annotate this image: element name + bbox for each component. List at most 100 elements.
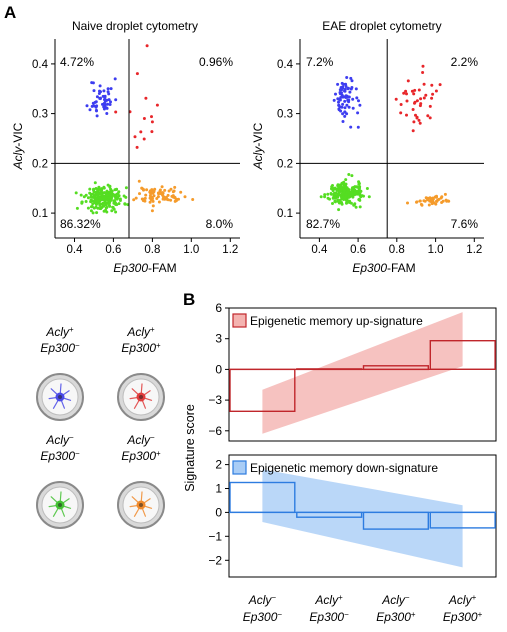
eae-point <box>431 200 434 204</box>
eae-point <box>339 96 343 99</box>
naive-point <box>84 200 88 203</box>
naive-point <box>106 183 110 187</box>
naive-x-tick-label: 0.8 <box>144 244 160 256</box>
naive-point <box>114 210 118 214</box>
eae-point <box>428 104 432 108</box>
category-ep300-label: Ep300− <box>243 610 283 625</box>
eae-scatter-plot: EAE droplet cytometry 0.4 0.6 0.8 1.0 1.2 0.1… <box>251 19 484 275</box>
eae-pct-bottom-left: 82.7% <box>306 217 340 231</box>
naive-point <box>114 188 118 191</box>
naive-point <box>94 187 98 190</box>
eae-point <box>343 110 347 114</box>
naive-point <box>148 196 152 200</box>
eae-point <box>349 76 353 80</box>
eae-point <box>336 184 340 188</box>
naive-point <box>91 211 95 215</box>
eae-point <box>424 93 428 97</box>
eae-point <box>341 120 345 123</box>
naive-point <box>89 195 93 199</box>
eae-point <box>354 87 358 91</box>
naive-point <box>103 99 107 103</box>
cell-legend-ep300-label: Ep300+ <box>121 341 161 356</box>
naive-point <box>117 194 121 198</box>
naive-point <box>170 194 174 198</box>
category-ep300-label: Ep300+ <box>376 610 416 625</box>
eae-point <box>357 182 361 186</box>
naive-point <box>156 191 160 195</box>
eae-point <box>431 92 435 96</box>
eae-pct-top-right: 2.2% <box>451 55 479 69</box>
eae-point <box>344 178 348 182</box>
naive-point <box>173 185 177 189</box>
eae-point <box>351 97 355 101</box>
naive-points <box>74 44 195 215</box>
eae-point <box>343 89 346 93</box>
cell-nucleus <box>139 503 143 507</box>
eae-point <box>413 101 416 105</box>
signature-panel-frame <box>228 307 497 442</box>
naive-point <box>110 209 114 213</box>
naive-point <box>88 108 92 112</box>
cell-nucleus <box>58 503 62 507</box>
signature-band <box>262 312 463 434</box>
eae-axes: 0.4 0.6 0.8 1.0 1.2 0.1 0.2 0.3 0.4 <box>277 39 484 256</box>
naive-point <box>74 191 78 195</box>
eae-pct-top-left: 7.2% <box>306 55 334 69</box>
naive-point <box>142 197 146 201</box>
eae-point <box>349 201 353 205</box>
eae-point <box>435 195 438 199</box>
up-signature-panel: 6 3 0 −3 −6 Epigenetic memory up-signature <box>208 301 497 442</box>
signature-y-tick-label: −2 <box>208 553 222 567</box>
eae-point <box>340 202 344 206</box>
signature-y-tick-label: −3 <box>208 393 222 407</box>
eae-point <box>367 195 371 199</box>
naive-pct-top-left: 4.72% <box>60 55 94 69</box>
signature-y-tick-label: 0 <box>215 362 222 376</box>
signature-bar <box>229 368 296 412</box>
signature-y-tick-label: −6 <box>208 424 222 438</box>
eae-point <box>444 198 448 202</box>
naive-point <box>94 100 98 104</box>
eae-point <box>349 125 353 129</box>
naive-point <box>116 196 120 200</box>
signature-legend-swatch <box>232 460 247 475</box>
naive-point <box>98 97 102 101</box>
naive-point <box>137 179 141 183</box>
eae-point <box>426 114 430 118</box>
naive-point <box>157 200 161 204</box>
cell-legend-item: Acly−Ep300− <box>36 433 84 529</box>
naive-point <box>150 120 154 124</box>
naive-point <box>162 195 166 199</box>
eae-x-tick-label: 0.8 <box>389 244 405 256</box>
eae-x-tick-label: 1.0 <box>428 244 444 256</box>
naive-point <box>179 190 183 194</box>
eae-point <box>430 96 434 100</box>
naive-point <box>97 185 101 189</box>
eae-point <box>344 82 348 86</box>
eae-point <box>427 203 431 207</box>
naive-point <box>169 198 173 202</box>
naive-point <box>101 198 105 202</box>
naive-point <box>85 104 89 108</box>
naive-point <box>150 190 154 193</box>
eae-point <box>345 199 349 203</box>
naive-point <box>104 208 107 212</box>
eae-point <box>339 109 343 113</box>
eae-point <box>411 108 415 111</box>
eae-point <box>346 187 350 191</box>
eae-point <box>335 188 339 192</box>
eae-point <box>404 89 408 93</box>
naive-point <box>141 187 145 191</box>
signature-bar <box>296 511 363 518</box>
naive-point <box>114 201 118 205</box>
naive-point <box>104 206 108 210</box>
naive-point <box>98 89 101 93</box>
eae-y-axis-label: Acly-VIC <box>251 122 265 170</box>
eae-point <box>337 100 340 104</box>
cell-legend-acly-label: Acly+ <box>45 325 74 340</box>
eae-point <box>347 194 351 198</box>
eae-point <box>357 197 361 201</box>
naive-point <box>93 200 97 204</box>
eae-point <box>358 205 362 209</box>
signature-bar <box>362 365 430 371</box>
